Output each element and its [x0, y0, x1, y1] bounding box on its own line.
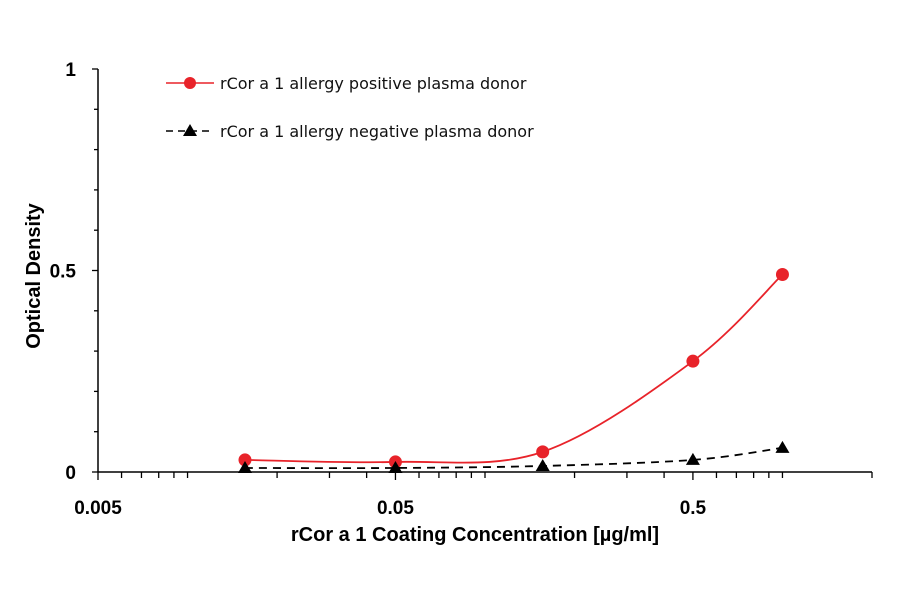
- data-point-1-1: [388, 460, 403, 473]
- x-tick-label: 0.005: [74, 498, 122, 519]
- y-axis-title: Optical Density: [23, 202, 45, 348]
- x-tick-label: 0.5: [680, 498, 707, 519]
- legend-item-positive: rCor a 1 allergy positive plasma donor: [166, 74, 527, 93]
- data-point-0-2: [536, 445, 550, 459]
- data-point-1-3: [685, 452, 700, 465]
- x-axis-title: rCor a 1 Coating Concentration [µg/ml]: [291, 524, 659, 546]
- x-ticks: 0.005 0.05 0.5: [74, 472, 873, 519]
- data-point-1-2: [535, 458, 550, 471]
- data-point-0-0: [238, 453, 252, 467]
- y-tick-label: 0: [65, 463, 76, 484]
- data-point-1-4: [775, 440, 790, 453]
- legend-label-positive: rCor a 1 allergy positive plasma donor: [220, 74, 527, 93]
- legend-marker-positive: [184, 77, 196, 89]
- x-tick-label: 0.05: [377, 498, 414, 519]
- legend-item-negative: rCor a 1 allergy negative plasma donor: [166, 122, 534, 141]
- data-point-1-0: [237, 460, 252, 473]
- legend-marker-negative: [183, 124, 197, 136]
- data-point-0-3: [686, 354, 700, 368]
- y-tick-label: 1: [65, 60, 76, 81]
- series-line-1: [244, 446, 783, 470]
- y-ticks: 00.51: [50, 60, 98, 484]
- series-line-0: [244, 273, 784, 464]
- y-tick-label: 0.5: [50, 262, 77, 283]
- series-layer: [237, 268, 790, 473]
- legend-label-negative: rCor a 1 allergy negative plasma donor: [220, 122, 534, 141]
- legend: rCor a 1 allergy positive plasma donor r…: [166, 74, 534, 141]
- data-point-0-4: [775, 268, 789, 282]
